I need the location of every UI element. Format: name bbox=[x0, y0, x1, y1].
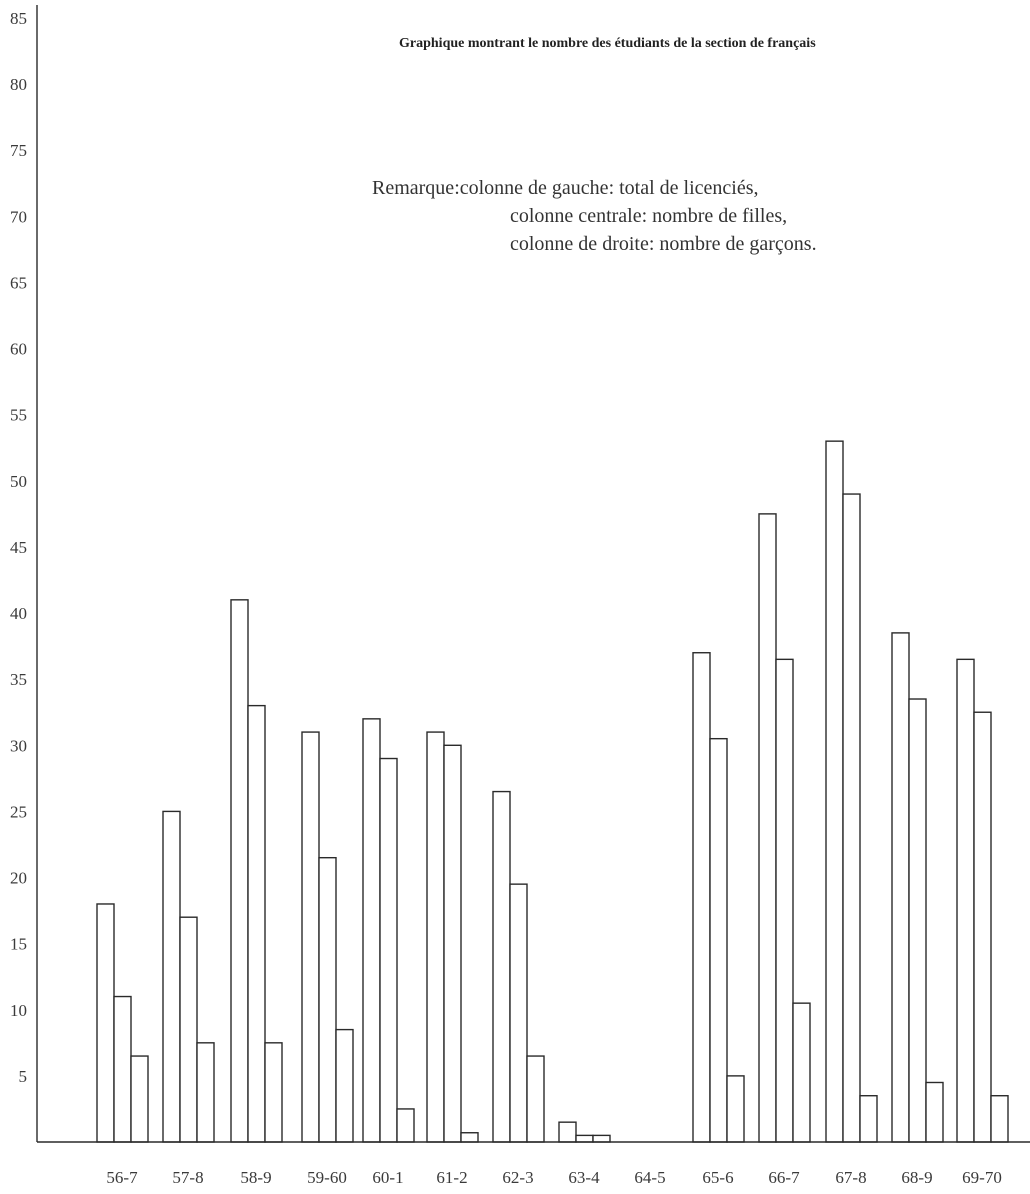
x-tick-label: 63-4 bbox=[568, 1168, 600, 1187]
x-tick-label: 60-1 bbox=[372, 1168, 403, 1187]
y-axis-ticks: 5 10 15 20 25 30 35 40 45 50 55 60 65 70 75 80 85 bbox=[10, 9, 27, 1086]
bar-filles-60-1 bbox=[379, 757, 398, 1143]
x-tick-label: 65-6 bbox=[702, 1168, 733, 1187]
bar-filles-61-2 bbox=[443, 744, 462, 1143]
bar-garcons-62-3 bbox=[526, 1055, 545, 1143]
bar-garcons-65-6 bbox=[726, 1075, 745, 1143]
x-tick-label: 64-5 bbox=[634, 1168, 665, 1187]
x-tick-label: 56-7 bbox=[106, 1168, 138, 1187]
x-tick-label: 61-2 bbox=[436, 1168, 467, 1187]
bar-total-68-9 bbox=[891, 632, 910, 1143]
bar-garcons-56-7 bbox=[130, 1055, 149, 1143]
bar-filles-62-3 bbox=[509, 883, 528, 1143]
bars bbox=[96, 440, 1009, 1143]
bar-garcons-67-8 bbox=[859, 1095, 878, 1143]
y-tick-label: 65 bbox=[10, 273, 27, 292]
x-tick-label: 59-60 bbox=[307, 1168, 347, 1187]
x-tick-label: 68-9 bbox=[901, 1168, 932, 1187]
bar-filles-63-4 bbox=[575, 1134, 594, 1143]
x-tick-label: 69-70 bbox=[962, 1168, 1002, 1187]
bar-garcons-60-1 bbox=[396, 1108, 415, 1143]
x-axis-ticks: 56-7 57-8 58-9 59-60 60-1 61-2 62-3 63-4 64-5 65-… bbox=[106, 1168, 1001, 1187]
y-tick-label: 20 bbox=[10, 869, 27, 888]
bar-total-63-4 bbox=[558, 1121, 577, 1143]
y-tick-label: 75 bbox=[10, 141, 27, 160]
bar-total-61-2 bbox=[426, 731, 445, 1143]
bar-filles-58-9 bbox=[247, 704, 266, 1143]
x-tick-label: 67-8 bbox=[835, 1168, 866, 1187]
bar-total-58-9 bbox=[230, 599, 249, 1143]
y-tick-label: 5 bbox=[19, 1067, 28, 1086]
note-line-1: Remarque:colonne de gauche: total de lic… bbox=[372, 177, 759, 199]
chart-title: Graphique montrant le nombre des étudian… bbox=[399, 36, 816, 51]
y-tick-label: 25 bbox=[10, 802, 27, 821]
bar-garcons-58-9 bbox=[264, 1042, 283, 1143]
y-tick-label: 55 bbox=[10, 406, 27, 425]
x-tick-label: 58-9 bbox=[240, 1168, 271, 1187]
bar-garcons-59-60 bbox=[335, 1028, 354, 1143]
bar-total-62-3 bbox=[492, 790, 511, 1143]
y-tick-label: 40 bbox=[10, 604, 27, 623]
bar-filles-68-9 bbox=[908, 698, 927, 1143]
y-tick-label: 30 bbox=[10, 736, 27, 755]
x-tick-label: 66-7 bbox=[768, 1168, 800, 1187]
y-tick-label: 10 bbox=[10, 1001, 27, 1020]
y-tick-label: 60 bbox=[10, 340, 27, 359]
bar-garcons-66-7 bbox=[792, 1002, 811, 1143]
bar-total-65-6 bbox=[692, 652, 711, 1143]
y-tick-label: 85 bbox=[10, 9, 27, 28]
bar-total-56-7 bbox=[96, 903, 115, 1143]
bar-garcons-63-4 bbox=[592, 1134, 611, 1143]
y-tick-label: 80 bbox=[10, 75, 27, 94]
bar-garcons-69-70 bbox=[990, 1095, 1009, 1143]
y-tick-label: 35 bbox=[10, 670, 27, 689]
bar-garcons-61-2 bbox=[460, 1132, 479, 1143]
y-tick-label: 50 bbox=[10, 472, 27, 491]
bar-filles-56-7 bbox=[113, 995, 132, 1143]
bar-filles-69-70 bbox=[973, 711, 992, 1143]
bar-filles-66-7 bbox=[775, 658, 794, 1143]
y-tick-label: 70 bbox=[10, 207, 27, 226]
x-tick-label: 57-8 bbox=[172, 1168, 203, 1187]
bar-total-66-7 bbox=[758, 513, 777, 1143]
bar-total-60-1 bbox=[362, 718, 381, 1143]
bar-total-69-70 bbox=[956, 658, 975, 1143]
bar-total-67-8 bbox=[825, 440, 844, 1143]
bar-total-57-8 bbox=[162, 810, 181, 1143]
x-tick-label: 62-3 bbox=[502, 1168, 533, 1187]
bar-filles-59-60 bbox=[318, 856, 337, 1143]
bar-filles-57-8 bbox=[179, 916, 198, 1143]
y-tick-label: 45 bbox=[10, 538, 27, 557]
bar-filles-65-6 bbox=[709, 737, 728, 1143]
note-line-2: colonne centrale: nombre de filles, bbox=[510, 205, 787, 227]
note-line-3: colonne de droite: nombre de garçons. bbox=[510, 233, 817, 255]
bar-filles-67-8 bbox=[842, 493, 861, 1143]
bar-total-59-60 bbox=[301, 731, 320, 1143]
y-tick-label: 15 bbox=[10, 935, 27, 954]
bar-garcons-68-9 bbox=[925, 1081, 944, 1143]
bar-garcons-57-8 bbox=[196, 1042, 215, 1143]
